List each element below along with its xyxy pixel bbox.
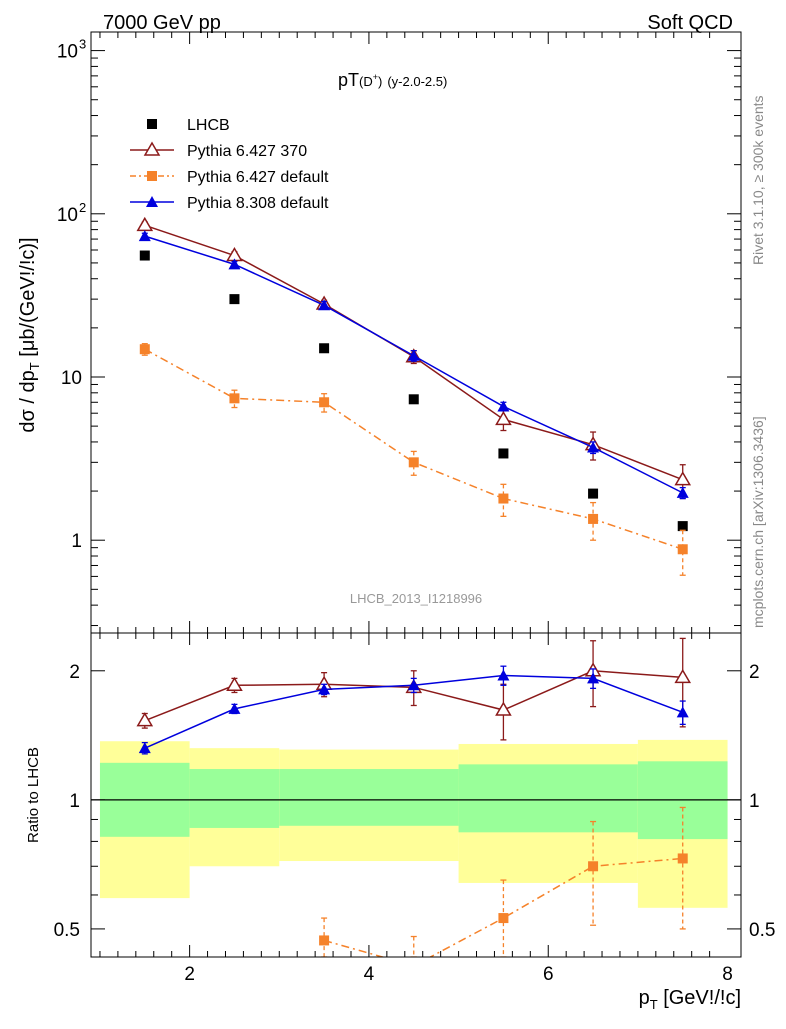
main-point-lhcb: [677, 521, 688, 532]
ratio-point-pythia-8-308-default: [138, 742, 151, 754]
xlabel-sub: T: [650, 997, 658, 1012]
x-tick-label: 2: [184, 964, 195, 985]
main-point-pythia-6-427-default: [229, 393, 240, 404]
x-tick-label: 8: [722, 964, 733, 985]
legend-label: Pythia 6.427 370: [187, 143, 307, 160]
main-point-pythia-8-308-default: [318, 299, 331, 311]
main-point-pythia-6-427-default: [139, 344, 150, 355]
main-y-tick-label: 1: [71, 531, 82, 552]
main-point-lhcb: [588, 488, 599, 499]
xlabel-main: p: [639, 987, 650, 1009]
main-y-tick-label: 10: [57, 205, 78, 226]
main-point-pythia-6-427-default: [677, 544, 688, 555]
title-sup: (D: [359, 74, 373, 89]
xlabel: pT [GeV!/!c]: [639, 987, 741, 1012]
ratio-point-pythia-8-308-default: [228, 702, 241, 714]
ratio-point-pythia-8-308-default: [676, 706, 689, 718]
ratio-y-tick-label: 1: [69, 791, 80, 812]
legend-marker: [147, 171, 157, 181]
legend-marker: [147, 119, 157, 129]
xlabel-unit: [GeV!/!c]: [658, 987, 741, 1009]
ratio-point-pythia-8-308-default: [587, 672, 600, 684]
ratio-panel-marks: [136, 637, 692, 957]
main-y-tick-label: 10: [61, 368, 82, 389]
ratio-point-pythia-6-427-default: [588, 861, 599, 872]
main-point-pythia-6-427-default: [408, 457, 419, 468]
ratio-point-pythia-8-308-default: [407, 679, 420, 691]
main-point-pythia-8-308-default: [138, 230, 151, 242]
main-point-lhcb: [408, 394, 419, 405]
ratio-point-pythia-8-308-default: [497, 669, 510, 681]
main-point-pythia-6-427-370: [674, 471, 692, 486]
title-sub: (y-2.0-2.5): [387, 74, 447, 89]
ratio-stat-band: [458, 764, 638, 833]
main-ylabel: dσ / dpT [μb/(GeV!/!c)]: [17, 237, 42, 432]
ratio-ylabel: Ratio to LHCB: [25, 747, 42, 843]
x-tick-label: 6: [543, 964, 554, 985]
ratio-point-pythia-6-427-default: [319, 935, 330, 946]
ratio-point-pythia-6-427-default: [677, 853, 688, 864]
main-y-tick-label-exp: 3: [79, 37, 86, 52]
main-y-tick-label-exp: 2: [79, 200, 86, 215]
main-point-pythia-6-427-370: [136, 216, 154, 232]
ratio-frame: [90, 632, 742, 958]
main-point-pythia-8-308-default: [497, 400, 510, 412]
ratio-line-pythia-6-427-default: [323, 857, 683, 957]
main-point-pythia-6-427-default: [588, 513, 599, 524]
header-right: Soft QCD: [647, 12, 733, 34]
main-point-pythia-8-308-default: [228, 258, 241, 270]
main-point-lhcb: [319, 343, 330, 354]
legend: LHCB Pythia 6.427 370 Pythia 6.427 default…: [130, 117, 329, 212]
ratio-stat-band: [279, 769, 459, 826]
ratio-point-pythia-6-427-default: [498, 913, 509, 924]
ratio-point-pythia-6-427-370: [674, 668, 692, 684]
main-ylabel-rest: [μb/(GeV!/!c)]: [17, 237, 39, 362]
header-left: 7000 GeV pp: [103, 12, 221, 34]
main-ylabel-sub: T: [27, 362, 42, 370]
ratio-y-tick-label: 2: [69, 662, 80, 683]
main-title: pT(D+) (y-2.0-2.5): [338, 70, 447, 90]
legend-label: LHCB: [187, 117, 230, 134]
main-point-pythia-8-308-default: [587, 441, 600, 453]
analysis-watermark: LHCB_2013_I1218996: [350, 591, 482, 606]
main-line-pythia-6-427-default: [144, 348, 683, 550]
ratio-y-tick-label: 0.5: [54, 920, 80, 941]
main-point-pythia-6-427-370: [495, 410, 512, 426]
ratio-y-tick-label-right: 2: [749, 662, 760, 683]
mcplots-label: mcplots.cern.ch [arXiv:1306.3436]: [750, 416, 766, 628]
legend-label: Pythia 6.427 default: [187, 169, 329, 186]
title-sup-plus: +: [373, 72, 378, 82]
title-main: pT: [338, 70, 359, 90]
ratio-point-pythia-8-308-default: [318, 683, 331, 695]
x-tick-label: 4: [364, 964, 375, 985]
ratio-y-tick-label-right: 1: [749, 791, 760, 812]
main-panel-marks: [136, 216, 692, 576]
ratio-stat-band: [189, 769, 280, 828]
main-point-pythia-6-427-default: [319, 397, 330, 408]
title-sup-close: ): [378, 74, 382, 89]
legend-marker: [143, 141, 161, 156]
main-point-pythia-8-308-default: [407, 349, 420, 361]
main-point-lhcb: [498, 448, 509, 459]
ratio-y-tick-label-right: 0.5: [749, 920, 775, 941]
legend-marker: [146, 196, 158, 207]
main-point-lhcb: [139, 250, 150, 261]
main-point-lhcb: [229, 294, 240, 305]
ratio-bands: [91, 739, 741, 908]
ratio-point-pythia-6-427-370: [495, 701, 512, 716]
main-ylabel-text: dσ / dp: [17, 370, 39, 432]
rivet-label: Rivet 3.1.10, ≥ 300k events: [750, 95, 766, 265]
main-point-pythia-6-427-default: [498, 493, 509, 504]
ratio-point-pythia-6-427-370: [136, 712, 154, 727]
ratio-point-pythia-6-427-370: [226, 676, 243, 692]
main-y-tick-label: 10: [57, 42, 78, 63]
main-point-pythia-8-308-default: [676, 486, 689, 498]
legend-label: Pythia 8.308 default: [187, 195, 329, 212]
